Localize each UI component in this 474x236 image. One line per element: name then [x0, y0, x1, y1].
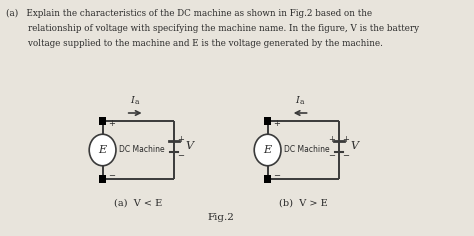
Text: +: +: [108, 119, 115, 128]
Text: (a)  V < E: (a) V < E: [114, 199, 163, 208]
Text: −: −: [108, 172, 115, 181]
Text: −: −: [328, 152, 335, 160]
Text: −: −: [343, 152, 350, 160]
Text: +: +: [273, 119, 280, 128]
Bar: [264, 117, 271, 125]
Text: I: I: [130, 96, 134, 105]
Text: relationship of voltage with specifying the machine name. In the figure, V is th: relationship of voltage with specifying …: [6, 24, 419, 33]
Text: a: a: [135, 98, 139, 106]
Text: E: E: [264, 145, 272, 155]
Text: DC Machine: DC Machine: [119, 146, 164, 155]
Text: +: +: [343, 135, 349, 144]
Text: DC Machine: DC Machine: [284, 146, 329, 155]
Text: (a)   Explain the characteristics of the DC machine as shown in Fig.2 based on t: (a) Explain the characteristics of the D…: [6, 9, 373, 18]
Ellipse shape: [89, 134, 116, 166]
Text: −: −: [178, 152, 184, 160]
Text: +: +: [178, 135, 184, 144]
Text: (b)  V > E: (b) V > E: [279, 199, 328, 208]
Bar: [264, 175, 271, 183]
Bar: [99, 117, 106, 125]
Text: a: a: [300, 98, 304, 106]
Bar: [99, 175, 106, 183]
Text: Fig.2: Fig.2: [207, 213, 234, 222]
Text: +: +: [328, 135, 335, 144]
Ellipse shape: [254, 134, 281, 166]
Text: V: V: [185, 141, 193, 151]
Text: V: V: [350, 141, 358, 151]
Text: voltage supplied to the machine and E is the voltage generated by the machine.: voltage supplied to the machine and E is…: [6, 39, 383, 48]
Text: I: I: [295, 96, 299, 105]
Text: −: −: [273, 172, 280, 181]
Text: E: E: [99, 145, 107, 155]
